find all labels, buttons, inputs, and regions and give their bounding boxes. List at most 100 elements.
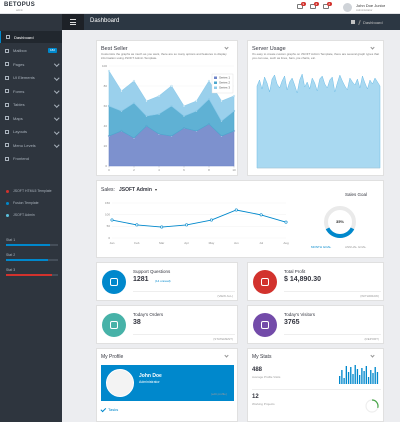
card-link[interactable]: (STATEMENT) xyxy=(213,337,233,341)
selector-caret xyxy=(155,188,157,191)
panel-description: Customize the graphs as much as you want… xyxy=(101,52,227,60)
project-label: Fusion Template xyxy=(13,201,39,205)
card-icon xyxy=(253,270,277,294)
home-icon[interactable] xyxy=(351,20,355,24)
menu-icon xyxy=(6,35,10,39)
menu-item[interactable]: Maps xyxy=(0,112,62,124)
menu-item[interactable]: Tables xyxy=(0,99,62,111)
card-icon xyxy=(102,313,126,337)
menu-item[interactable]: Pages xyxy=(0,58,62,70)
profile-panel: My Profile John Doe Administrator (edit pro… xyxy=(96,348,238,422)
menu-chevron xyxy=(54,61,60,67)
top-bar: BETOPUS admin 3 4 2 John Doe Junior Administra… xyxy=(0,0,400,14)
card-icon-glyph xyxy=(110,278,118,286)
menu-item[interactable]: Layouts xyxy=(0,126,62,138)
panel-toggle[interactable] xyxy=(224,353,229,358)
menu-chevron xyxy=(54,101,60,107)
sales-selector[interactable]: JSOFT Admin xyxy=(119,187,152,193)
panel-toggle[interactable] xyxy=(370,45,375,50)
card-icon-glyph xyxy=(261,321,269,329)
stat-track xyxy=(6,259,58,261)
menu-icon xyxy=(5,143,9,147)
menu-item[interactable]: Frontend xyxy=(0,153,62,165)
card-divider xyxy=(284,334,381,335)
toggle-line xyxy=(70,21,76,23)
menu-item[interactable]: Menu Levels xyxy=(0,139,62,151)
card-link[interactable]: (REPORT) xyxy=(364,337,379,341)
user-name[interactable]: John Doe Junior xyxy=(356,2,386,8)
logo-tagline: admin xyxy=(16,8,23,12)
toggle-line xyxy=(70,19,76,20)
menu-label: Frontend xyxy=(13,156,30,161)
stat-bar xyxy=(6,274,52,276)
card-title: Total Profit xyxy=(284,269,306,274)
sidebar: Dashboard Mailbox 182 Pages UI Elements Forms… xyxy=(0,14,62,422)
menu-icon xyxy=(5,102,9,107)
user-role: Administrator xyxy=(356,8,373,12)
logo: BETOPUS xyxy=(4,2,35,8)
menu-item[interactable]: Mailbox 182 xyxy=(0,45,62,57)
notification-icon[interactable] xyxy=(297,4,303,9)
user-avatar[interactable] xyxy=(343,2,352,12)
menu-label: UI Elements xyxy=(13,75,35,80)
breadcrumb-trail[interactable]: Dashboard xyxy=(363,19,383,25)
stat-bar xyxy=(6,244,51,246)
card-link[interactable]: (VIEW ALL) xyxy=(217,294,233,298)
breadcrumb-separator xyxy=(358,19,361,25)
profile-name: John Doe xyxy=(139,373,162,379)
best-seller-panel: Best Seller Customize the graphs as much … xyxy=(96,40,238,176)
stat-caption: Working Projects xyxy=(252,402,275,406)
menu-icon xyxy=(5,116,9,120)
edit-profile-link[interactable]: (edit profile) xyxy=(211,392,227,396)
stat-caption: Average Profile Visits xyxy=(252,375,281,379)
project-label: JSOFT Admin xyxy=(13,213,35,217)
menu-item[interactable]: Dashboard xyxy=(0,31,62,43)
notification-icon[interactable] xyxy=(323,4,329,9)
menu-icon xyxy=(5,75,9,80)
my-stats-panel: My Stats 488 Average Profile Visits 12 Worki… xyxy=(247,348,384,422)
card-icon xyxy=(253,313,277,337)
menu-label: Layouts xyxy=(13,129,28,134)
card-divider xyxy=(284,291,381,292)
card-icon-glyph xyxy=(261,278,269,286)
project-item[interactable]: JSOFT Admin xyxy=(0,210,62,220)
menu-chevron xyxy=(54,88,60,94)
card-title: Today's Visitors xyxy=(284,312,316,317)
card-link[interactable]: (WITHDRAW) xyxy=(360,294,379,298)
menu-icon xyxy=(5,129,9,134)
notification-icon[interactable] xyxy=(310,4,316,9)
stat-card: Today's Visitors 3765 (REPORT) xyxy=(247,305,384,344)
notification-badge: 4 xyxy=(314,1,319,6)
card-value: 3765 xyxy=(284,319,300,326)
menu-icon xyxy=(5,48,9,53)
panel-title: My Stats xyxy=(252,354,272,360)
profile-role: Administrator xyxy=(139,380,160,384)
card-divider xyxy=(133,334,235,335)
panel-toggle[interactable] xyxy=(370,353,375,358)
gauge-label[interactable]: ANNUAL GOAL xyxy=(345,245,367,249)
menu-item[interactable]: UI Elements xyxy=(0,72,62,84)
menu-label: Dashboard xyxy=(14,34,34,40)
stat-card: Support Questions 1281 (14 unread) (VIEW AL… xyxy=(96,262,238,301)
sales-panel: Sales: JSOFT Admin Sales Goal MONTH GOAL ANN… xyxy=(96,180,384,258)
menu-chevron xyxy=(54,74,60,80)
menu-label: Maps xyxy=(13,115,23,121)
tasks-link[interactable]: Tasks xyxy=(108,406,119,412)
menu-item[interactable]: Forms xyxy=(0,85,62,97)
toggle-line xyxy=(70,24,76,25)
profile-avatar xyxy=(106,369,134,397)
project-item[interactable]: JSOFT HTML5 Template xyxy=(0,186,62,196)
panel-toggle[interactable] xyxy=(224,45,229,50)
menu-chevron xyxy=(54,128,60,134)
project-item[interactable]: Fusion Template xyxy=(0,198,62,208)
panel-title: Server Usage xyxy=(252,46,286,52)
card-value: 38 xyxy=(133,319,141,326)
gauge-label[interactable]: MONTH GOAL xyxy=(311,245,332,249)
sidebar-toggle[interactable] xyxy=(62,14,84,30)
stat-track xyxy=(6,244,58,246)
stat-card: Today's Orders 38 (STATEMENT) xyxy=(96,305,238,344)
stat-label: Stat 2 xyxy=(6,253,16,257)
card-value: $ 14,890.30 xyxy=(284,276,321,283)
project-label: JSOFT HTML5 Template xyxy=(13,189,52,193)
